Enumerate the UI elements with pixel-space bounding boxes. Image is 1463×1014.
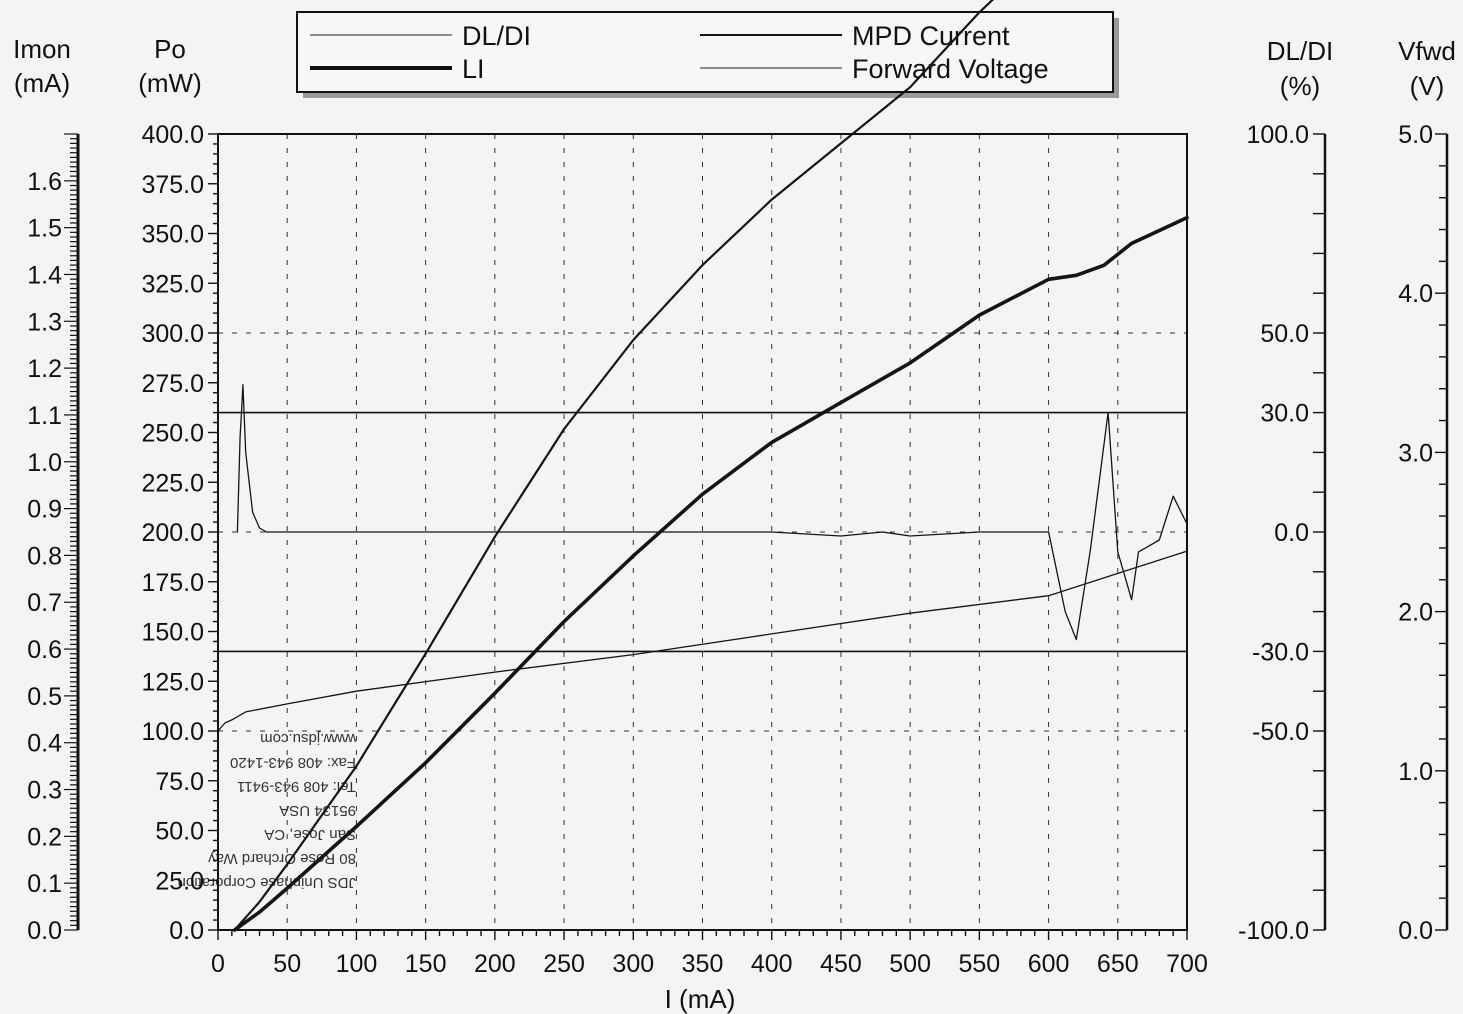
- series-dldi: [236, 384, 1188, 641]
- x-tick-label: 600: [1028, 950, 1070, 978]
- series-forward-voltage: [217, 550, 1188, 732]
- po-axis-title-2: (mW): [138, 68, 202, 98]
- po-tick-label: 225.0: [141, 469, 204, 497]
- po-tick-label: 25.0: [155, 867, 204, 895]
- legend-label-mpd: MPD Current: [852, 21, 1010, 51]
- watermark-line: 80 Rose Orchard Way: [208, 850, 356, 867]
- dldi-tick-label: -100.0: [1238, 917, 1309, 945]
- po-tick-label: 325.0: [141, 270, 204, 298]
- x-tick-label: 700: [1166, 950, 1208, 978]
- watermark-line: www.jdsu.com: [260, 730, 357, 747]
- watermark-line: Fax: 408 943-1420: [230, 754, 356, 771]
- imon-tick-label: 0.0: [27, 917, 62, 945]
- x-axis-title: I (mA): [665, 984, 736, 1014]
- po-tick-label: 100.0: [141, 718, 204, 746]
- dldi-axis-title-2: (%): [1280, 71, 1320, 101]
- series-li: [232, 215, 1189, 932]
- dldi-axis-title-1: DL/DI: [1267, 36, 1333, 66]
- chart-axes: 0 50 100 150 200 250 300 350 400 450 500 550 600 650 7…: [27, 121, 1449, 978]
- po-tick-label: 175.0: [141, 569, 204, 597]
- imon-tick-label: 0.7: [27, 589, 62, 617]
- imon-tick-label: 0.6: [27, 636, 62, 664]
- legend-label-vfwd: Forward Voltage: [852, 54, 1049, 84]
- watermark-line: San Jose, CA: [264, 826, 356, 843]
- po-tick-label: 350.0: [141, 221, 204, 249]
- mirrored-address-watermark: JDS Uniphase Corporation 80 Rose Orchard …: [178, 730, 357, 891]
- imon-tick-label: 0.4: [27, 730, 62, 758]
- legend-box: [296, 11, 1114, 93]
- po-tick-label: 275.0: [141, 370, 204, 398]
- po-tick-label: 250.0: [141, 420, 204, 448]
- imon-tick-label: 1.3: [27, 308, 62, 336]
- series-mpd-current: [233, 0, 994, 932]
- po-tick-label: 200.0: [141, 519, 204, 547]
- x-tick-label: 350: [682, 950, 724, 978]
- x-tick-label: 250: [543, 950, 585, 978]
- po-tick-label: 400.0: [141, 121, 204, 149]
- po-tick-label: 150.0: [141, 619, 204, 647]
- vfwd-tick-label: 4.0: [1398, 280, 1433, 308]
- vfwd-tick-label: 2.0: [1398, 599, 1433, 627]
- dldi-tick-label: 0.0: [1274, 519, 1309, 547]
- imon-tick-label: 0.8: [27, 542, 62, 570]
- legend-label-dldi: DL/DI: [462, 21, 531, 51]
- x-tick-label: 100: [336, 950, 378, 978]
- po-tick-label: 300.0: [141, 320, 204, 348]
- imon-tick-label: 1.0: [27, 449, 62, 477]
- vfwd-tick-label: 3.0: [1398, 439, 1433, 467]
- po-tick-label: 50.0: [155, 818, 204, 846]
- dldi-tick-label: -50.0: [1252, 718, 1309, 746]
- po-tick-label: 0.0: [169, 917, 204, 945]
- dldi-tick-label: -30.0: [1252, 638, 1309, 666]
- imon-tick-label: 0.2: [27, 823, 62, 851]
- imon-tick-label: 0.3: [27, 777, 62, 805]
- x-tick-label: 50: [273, 950, 301, 978]
- x-tick-label: 550: [958, 950, 1000, 978]
- legend-label-li: LI: [462, 54, 485, 84]
- x-tick-label: 650: [1097, 950, 1139, 978]
- x-tick-label: 150: [405, 950, 447, 978]
- watermark-line: JDS Uniphase Corporation: [178, 874, 356, 891]
- vfwd-tick-label: 1.0: [1398, 758, 1433, 786]
- x-tick-label: 0: [211, 950, 225, 978]
- imon-tick-label: 1.1: [27, 402, 62, 430]
- plot-grid: [218, 134, 1187, 930]
- x-tick-label: 300: [612, 950, 654, 978]
- x-tick-label: 400: [751, 950, 793, 978]
- watermark-line: 95134 USA: [279, 802, 356, 819]
- imon-tick-label: 1.5: [27, 215, 62, 243]
- vfwd-tick-label: 0.0: [1398, 917, 1433, 945]
- vfwd-tick-label: 5.0: [1398, 121, 1433, 149]
- imon-tick-label: 1.6: [27, 168, 62, 196]
- po-axis-title-1: Po: [154, 34, 186, 64]
- watermark-block: JDS Uniphase Corporation 80 Rose Orchard …: [178, 730, 357, 891]
- plot-frame: [217, 133, 1188, 931]
- imon-tick-label: 0.1: [27, 870, 62, 898]
- vfwd-axis-title-1: Vfwd: [1398, 36, 1456, 66]
- dldi-tick-label: 30.0: [1260, 400, 1309, 428]
- imon-axis-title-1: Imon: [13, 34, 71, 64]
- x-tick-label: 450: [820, 950, 862, 978]
- x-tick-label: 200: [474, 950, 516, 978]
- imon-tick-label: 0.5: [27, 683, 62, 711]
- imon-tick-label: 1.4: [27, 261, 62, 289]
- watermark-line: Tel: 408 943-9411: [237, 778, 356, 795]
- po-tick-label: 125.0: [141, 668, 204, 696]
- vfwd-axis-title-2: (V): [1410, 71, 1445, 101]
- dldi-tick-label: 50.0: [1260, 320, 1309, 348]
- imon-tick-label: 0.9: [27, 496, 62, 524]
- po-tick-label: 75.0: [155, 768, 204, 796]
- dldi-tick-label: 100.0: [1246, 121, 1309, 149]
- imon-axis-title-2: (mA): [14, 68, 70, 98]
- po-tick-label: 375.0: [141, 171, 204, 199]
- x-tick-label: 500: [889, 950, 931, 978]
- chart-series: [217, 0, 1189, 932]
- imon-tick-label: 1.2: [27, 355, 62, 383]
- legend: DL/DI LI MPD Current Forward Voltage: [296, 11, 1119, 98]
